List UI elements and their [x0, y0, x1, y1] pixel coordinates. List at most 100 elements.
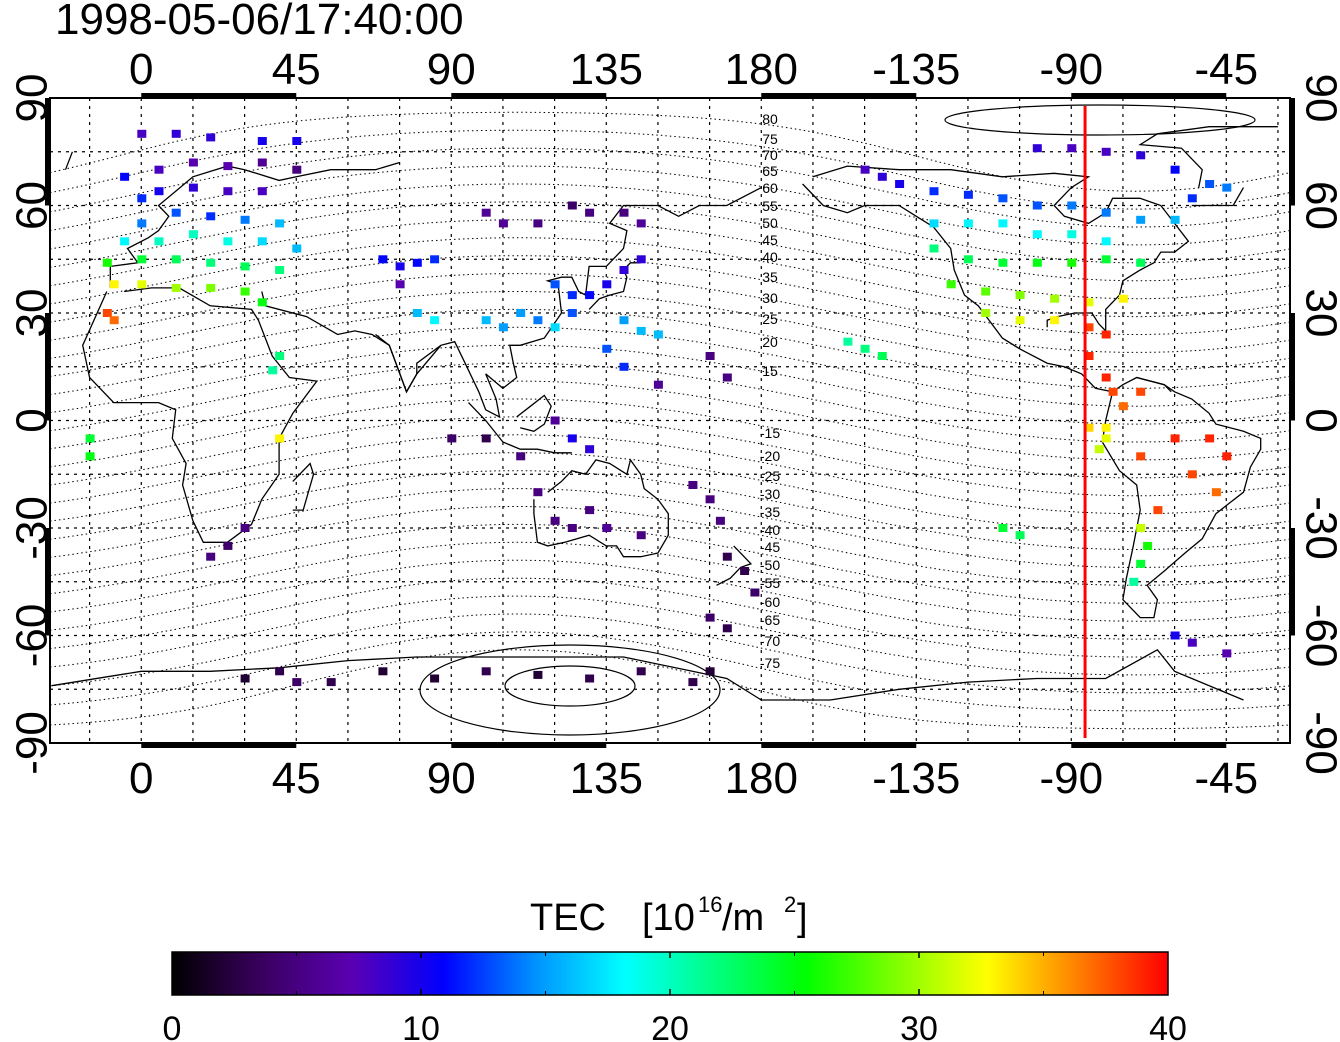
tec-point [516, 452, 526, 461]
tec-point [963, 255, 973, 264]
tec-point [109, 280, 119, 289]
tec-point [171, 255, 181, 264]
geomag-contour-line [49, 470, 1291, 550]
geomag-contour-line [49, 506, 1291, 586]
tec-point [1101, 208, 1111, 217]
top-frame-bar [141, 93, 297, 98]
top-frame-bar [1071, 93, 1227, 98]
tec-point [619, 266, 629, 274]
top-lon-tick-label: 90 [427, 45, 476, 94]
top-frame-bar [451, 93, 607, 98]
bottom-lon-tick-label: 180 [725, 754, 798, 803]
tec-point [292, 137, 302, 145]
tec-point [963, 219, 973, 228]
tec-point [722, 624, 732, 633]
tec-point [257, 298, 267, 307]
geomag-contour-line [49, 308, 1291, 389]
tec-point [585, 445, 595, 454]
tec-point [137, 129, 147, 138]
tec-point [705, 667, 715, 676]
colorbar-unit-base: [10 [642, 897, 695, 939]
tec-point [1050, 316, 1060, 325]
contour-label: -20 [760, 448, 780, 464]
tec-point [1015, 316, 1025, 325]
geomagnetic-latitude-contours [49, 104, 1291, 736]
tec-point [1067, 144, 1077, 153]
contour-label: 40 [762, 249, 778, 265]
tec-point [877, 172, 887, 181]
tec-point [1084, 352, 1094, 360]
tec-point [206, 283, 216, 292]
tec-point [275, 434, 285, 443]
tec-point [395, 280, 405, 289]
contour-label: -50 [760, 557, 780, 573]
tec-point [1136, 559, 1146, 568]
greenland-outline [64, 126, 1278, 207]
colorbar-ticks: 0 10 20 30 40 [163, 952, 1187, 1042]
contour-label: 60 [762, 180, 778, 196]
tec-point [1118, 402, 1128, 411]
antarctica-coast-east [51, 656, 762, 701]
tec-point [137, 219, 147, 228]
tec-point [715, 516, 725, 525]
contour-label: -40 [760, 522, 780, 538]
tec-point [206, 133, 216, 142]
tec-point [1205, 434, 1215, 443]
tec-point [137, 255, 147, 264]
tec-point [275, 667, 285, 676]
tec-point [120, 237, 130, 246]
contour-label: 20 [762, 334, 778, 350]
tec-point [750, 588, 760, 597]
geomag-contour-line [49, 111, 1291, 192]
tec-point [188, 230, 198, 239]
colorbar-unit-exponent-2: 2 [784, 892, 796, 917]
tec-point [585, 291, 595, 300]
tec-point [585, 506, 595, 515]
right-lat-tick-label: 0 [1296, 408, 1340, 432]
tec-point [154, 165, 164, 174]
tec-point [275, 219, 285, 228]
tec-point [1129, 577, 1139, 586]
tec-point [533, 670, 543, 679]
tec-point [1067, 258, 1077, 267]
tec-point [585, 674, 595, 683]
geomag-contour-line [49, 488, 1291, 568]
tec-point [1015, 291, 1025, 300]
geomag-contour-line [49, 183, 1291, 264]
geomag-contour-line [49, 362, 1291, 443]
tec-point [1187, 470, 1197, 479]
geomag-contour-line [49, 434, 1291, 515]
tec-data-points [85, 129, 1232, 687]
tec-point [533, 219, 543, 228]
colorbar-tick-label: 10 [402, 1010, 440, 1042]
tec-point [481, 316, 491, 325]
tec-point [929, 219, 939, 228]
tec-point [998, 219, 1008, 228]
europe-coast [109, 161, 400, 288]
tec-point [188, 158, 198, 167]
colorbar-unit-mid: /m [722, 897, 764, 939]
tec-point [740, 567, 750, 575]
tec-point [447, 434, 457, 443]
right-lat-tick-label: 60 [1296, 181, 1340, 230]
colorbar-tick-label: 0 [163, 1010, 182, 1042]
tec-point [843, 337, 853, 346]
geomag-contour-line [49, 398, 1291, 479]
tec-point [619, 362, 629, 371]
contour-label: 80 [762, 111, 778, 127]
tec-point [550, 323, 560, 332]
tec-point [653, 330, 663, 339]
tec-point [85, 434, 95, 443]
tec-point [998, 194, 1008, 203]
right-lat-tick-label: -30 [1296, 496, 1340, 560]
tec-point [171, 208, 181, 217]
tec-point [636, 667, 646, 676]
tec-point [998, 524, 1008, 532]
tec-point [240, 674, 250, 683]
tec-point [378, 667, 388, 676]
contour-label: 50 [762, 215, 778, 231]
left-lat-tick-label: -60 [8, 604, 57, 668]
tec-point [550, 516, 560, 525]
tec-point [1050, 294, 1060, 303]
